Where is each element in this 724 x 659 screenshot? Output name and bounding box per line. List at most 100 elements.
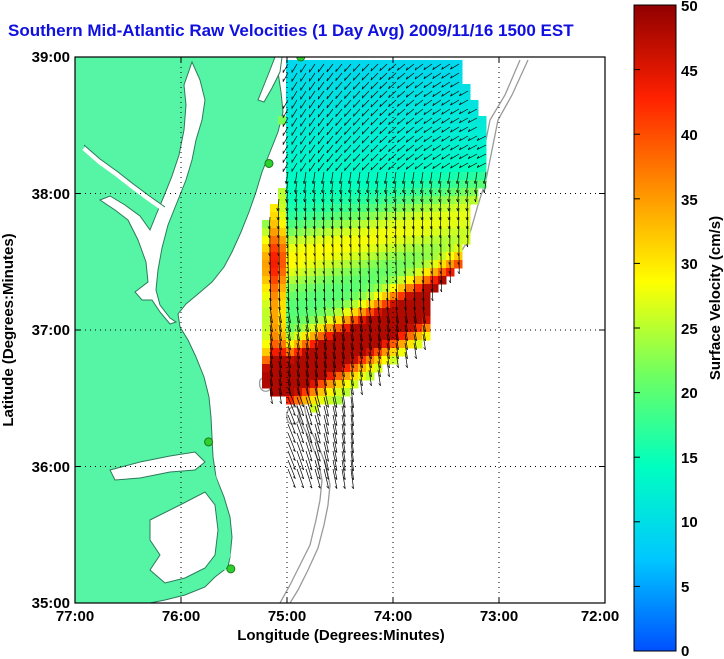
x-tick-label: 73:00: [480, 608, 518, 625]
velocity-cell: [334, 284, 343, 293]
velocity-cell: [462, 148, 471, 157]
velocity-cell: [342, 68, 351, 77]
velocity-vector: [388, 72, 397, 80]
velocity-vector: [432, 117, 442, 124]
velocity-cell: [398, 332, 407, 341]
velocity-vector: [432, 81, 442, 88]
velocity-cell: [414, 124, 423, 133]
velocity-vector-head: [370, 122, 373, 126]
velocity-vector: [344, 90, 352, 99]
velocity-vector: [282, 72, 289, 82]
velocity-vector: [406, 126, 415, 134]
velocity-cell: [374, 188, 383, 197]
velocity-cell: [422, 156, 431, 165]
velocity-cell: [438, 260, 447, 269]
velocity-vector-head: [397, 130, 399, 134]
velocity-vector: [423, 63, 433, 71]
velocity-vector: [432, 72, 442, 79]
velocity-vector: [379, 135, 388, 144]
velocity-vector-head: [393, 235, 396, 239]
velocity-vector-head: [338, 189, 341, 194]
velocity-cell: [358, 236, 367, 245]
velocity-cell: [422, 204, 431, 213]
velocity-vector: [317, 126, 325, 136]
velocity-vector: [358, 216, 361, 229]
velocity-vector: [339, 171, 343, 184]
velocity-vector: [332, 342, 336, 359]
velocity-vector-head: [292, 449, 296, 452]
velocity-cell: [278, 348, 287, 357]
velocity-vector: [287, 450, 296, 470]
velocity-vector: [323, 351, 327, 368]
velocity-cell: [382, 196, 391, 205]
velocity-vector-head: [294, 244, 297, 248]
velocity-cell: [382, 116, 391, 125]
velocity-cell: [382, 356, 391, 365]
velocity-vector-head: [312, 208, 315, 212]
velocity-vector-head: [392, 189, 395, 194]
velocity-cell: [470, 156, 479, 165]
velocity-vector: [335, 117, 343, 127]
velocity-vector-head: [344, 68, 346, 72]
velocity-cell: [326, 356, 335, 365]
velocity-vector: [269, 333, 273, 350]
velocity-cell: [318, 356, 327, 365]
velocity-vector-head: [405, 166, 408, 170]
velocity-cell: [366, 204, 375, 213]
velocity-cell: [326, 284, 335, 293]
velocity-vector: [397, 72, 406, 80]
velocity-vector-head: [353, 86, 355, 90]
velocity-cell: [446, 148, 455, 157]
velocity-vector: [344, 162, 352, 171]
velocity-vector-head: [344, 77, 346, 81]
velocity-cell: [334, 364, 343, 373]
velocity-cell: [358, 268, 367, 277]
velocity-cell: [478, 132, 487, 141]
velocity-vector: [386, 360, 390, 377]
velocity-vector: [361, 72, 370, 81]
velocity-cell: [310, 396, 319, 405]
velocity-vector: [450, 153, 460, 160]
velocity-vector-head: [388, 130, 390, 134]
velocity-vector: [441, 63, 451, 70]
colorbar-tick-label: 25: [681, 321, 698, 338]
velocity-cell: [382, 292, 391, 301]
x-tick-label: 76:00: [162, 608, 200, 625]
velocity-vector: [269, 387, 273, 404]
velocity-vector-head: [419, 180, 422, 184]
velocity-vector-head: [467, 120, 471, 123]
velocity-cell: [342, 108, 351, 117]
velocity-cell: [302, 164, 311, 173]
velocity-vector: [287, 414, 296, 434]
velocity-cell: [318, 156, 327, 165]
velocity-vector-head: [423, 67, 426, 71]
velocity-cell: [390, 244, 399, 253]
delaware-bay: [257, 57, 283, 103]
velocity-vector: [341, 315, 345, 332]
velocity-cell: [462, 100, 471, 109]
velocity-vector-head: [353, 167, 355, 171]
velocity-vector-head: [365, 180, 368, 184]
velocity-cell: [270, 212, 279, 221]
colorbar-label: Surface Velocity (cm/s): [707, 216, 724, 380]
velocity-cell: [382, 252, 391, 261]
velocity-cell: [438, 68, 447, 77]
velocity-vector: [300, 144, 307, 154]
velocity-vector: [300, 81, 307, 91]
velocity-vector-head: [396, 365, 399, 369]
velocity-vector-head: [309, 413, 313, 417]
velocity-cell: [414, 292, 423, 301]
velocity-vector: [359, 333, 363, 350]
velocity-vector: [287, 297, 290, 310]
velocity-vector: [367, 189, 370, 202]
velocity-vector: [291, 162, 298, 172]
velocity-cell: [342, 188, 351, 197]
velocity-cell: [390, 324, 399, 333]
velocity-cell: [406, 284, 415, 293]
velocity-cell: [422, 76, 431, 85]
velocity-vector: [269, 324, 273, 341]
velocity-vector: [326, 72, 334, 82]
velocity-cell: [310, 388, 319, 397]
velocity-vector: [291, 153, 298, 163]
velocity-vector-head: [343, 486, 346, 489]
